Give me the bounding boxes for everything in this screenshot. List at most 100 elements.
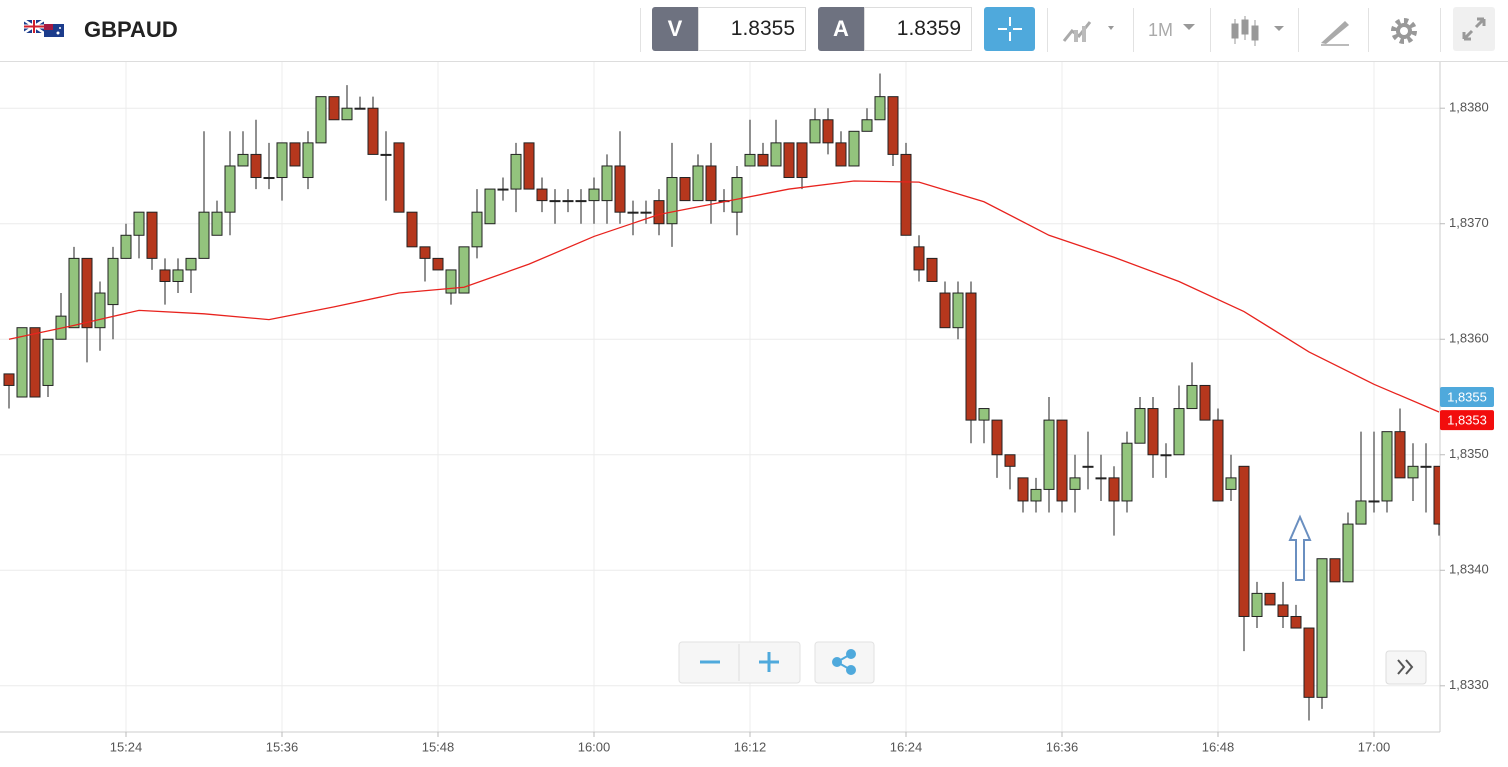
candle-body <box>432 257 444 271</box>
price-tag-label: 1,8353 <box>1447 413 1487 428</box>
separator <box>1368 8 1369 52</box>
candle-body <box>1433 465 1440 525</box>
candle-body <box>159 269 171 282</box>
chart-type-button[interactable] <box>1228 14 1290 48</box>
candle-body <box>939 292 951 329</box>
y-tick-label: 1,8370 <box>1449 215 1489 230</box>
candle-body <box>315 96 327 144</box>
candle-body <box>809 119 821 144</box>
candle-body <box>1069 477 1081 490</box>
candle-body <box>1173 408 1185 456</box>
draw-button[interactable] <box>1318 16 1352 46</box>
y-tick-label: 1,8360 <box>1449 331 1489 346</box>
x-tick-label: 15:48 <box>422 739 455 754</box>
candle-body <box>796 142 808 179</box>
candle-body <box>666 177 678 225</box>
share-button[interactable] <box>814 641 875 684</box>
candle-body <box>380 153 392 156</box>
candle-body <box>822 119 834 144</box>
candle-body <box>16 327 28 398</box>
candle-body <box>276 142 288 179</box>
symbol: GBPAUD <box>84 17 178 42</box>
candle-body <box>3 373 15 386</box>
scroll-right-icon <box>1397 659 1414 675</box>
candle-body <box>588 188 600 202</box>
x-tick-label: 16:36 <box>1046 739 1079 754</box>
candle-body <box>744 153 756 167</box>
candle-body <box>549 200 561 203</box>
candle-body <box>94 292 106 329</box>
price-tag-label: 1,8355 <box>1447 389 1487 404</box>
x-tick-label: 15:36 <box>266 739 299 754</box>
candle-body <box>1407 465 1419 479</box>
ask-value: 1.8359 <box>864 7 972 51</box>
plot-area <box>3 73 1440 721</box>
candle-body <box>653 200 665 225</box>
candle-body <box>1290 615 1302 629</box>
zoom-in[interactable] <box>759 652 779 672</box>
candle-body <box>1004 454 1016 467</box>
candle-body <box>185 257 197 271</box>
candle-body <box>406 211 418 248</box>
candle-body <box>29 327 41 398</box>
y-tick-label: 1,8380 <box>1449 100 1489 115</box>
candle-body <box>757 153 769 167</box>
candle-body <box>1147 408 1159 456</box>
candle-body <box>484 188 496 225</box>
candle-body <box>1212 419 1224 502</box>
candle-body <box>1316 558 1328 698</box>
candle-body <box>770 142 782 167</box>
candle-body <box>1277 604 1289 617</box>
y-tick-label: 1,8330 <box>1449 677 1489 692</box>
candle-body <box>497 188 509 191</box>
candle-body <box>393 142 405 213</box>
axes: 1,8330 1,8340 1,8350 1,8360 1,8370 1,8380 15:2… <box>110 100 1494 754</box>
candle-body <box>1030 488 1042 502</box>
x-tick-label: 16:12 <box>734 739 767 754</box>
candle-body <box>471 211 483 248</box>
candle-body <box>1121 442 1133 502</box>
candle-body <box>848 130 860 167</box>
candle-body <box>1095 477 1107 480</box>
grid <box>0 62 1440 732</box>
fullscreen-button[interactable] <box>1453 7 1495 51</box>
candle-body <box>627 211 639 214</box>
timeframe[interactable]: 1M <box>1148 20 1174 40</box>
candle-body <box>289 142 301 167</box>
crosshair-button[interactable] <box>984 7 1035 51</box>
flags <box>24 20 64 37</box>
fullscreen-icon <box>1462 17 1486 41</box>
separator <box>1210 8 1211 52</box>
scroll-right-button[interactable] <box>1385 650 1427 685</box>
indicator-button[interactable] <box>1062 16 1122 46</box>
candle-body <box>1225 477 1237 490</box>
candle-body <box>978 408 990 421</box>
candle-body <box>614 165 626 213</box>
candle-body <box>367 107 379 155</box>
candle-body <box>887 96 899 155</box>
zoom-controls <box>678 641 1427 685</box>
candle-body <box>1251 592 1263 617</box>
candle-body <box>705 165 717 202</box>
candle-body <box>1342 523 1354 583</box>
settings-button[interactable] <box>1388 15 1420 47</box>
candle-body <box>601 165 613 202</box>
candle-body <box>835 142 847 167</box>
candle-body <box>965 292 977 421</box>
candle-body <box>640 211 652 214</box>
x-tick-label: 15:24 <box>110 739 143 754</box>
candle-body <box>224 165 236 213</box>
candle-body <box>926 257 938 282</box>
candle-body <box>900 153 912 236</box>
candle-body <box>68 257 80 329</box>
candle-body <box>1394 431 1406 479</box>
candle-body <box>1017 477 1029 502</box>
candle-body <box>146 211 158 259</box>
candle-body <box>692 165 704 202</box>
candle-body <box>1381 431 1393 502</box>
candle-body <box>302 142 314 179</box>
crosshair-icon <box>997 17 1022 41</box>
candle-body <box>1160 454 1172 457</box>
candle-body <box>354 107 366 110</box>
